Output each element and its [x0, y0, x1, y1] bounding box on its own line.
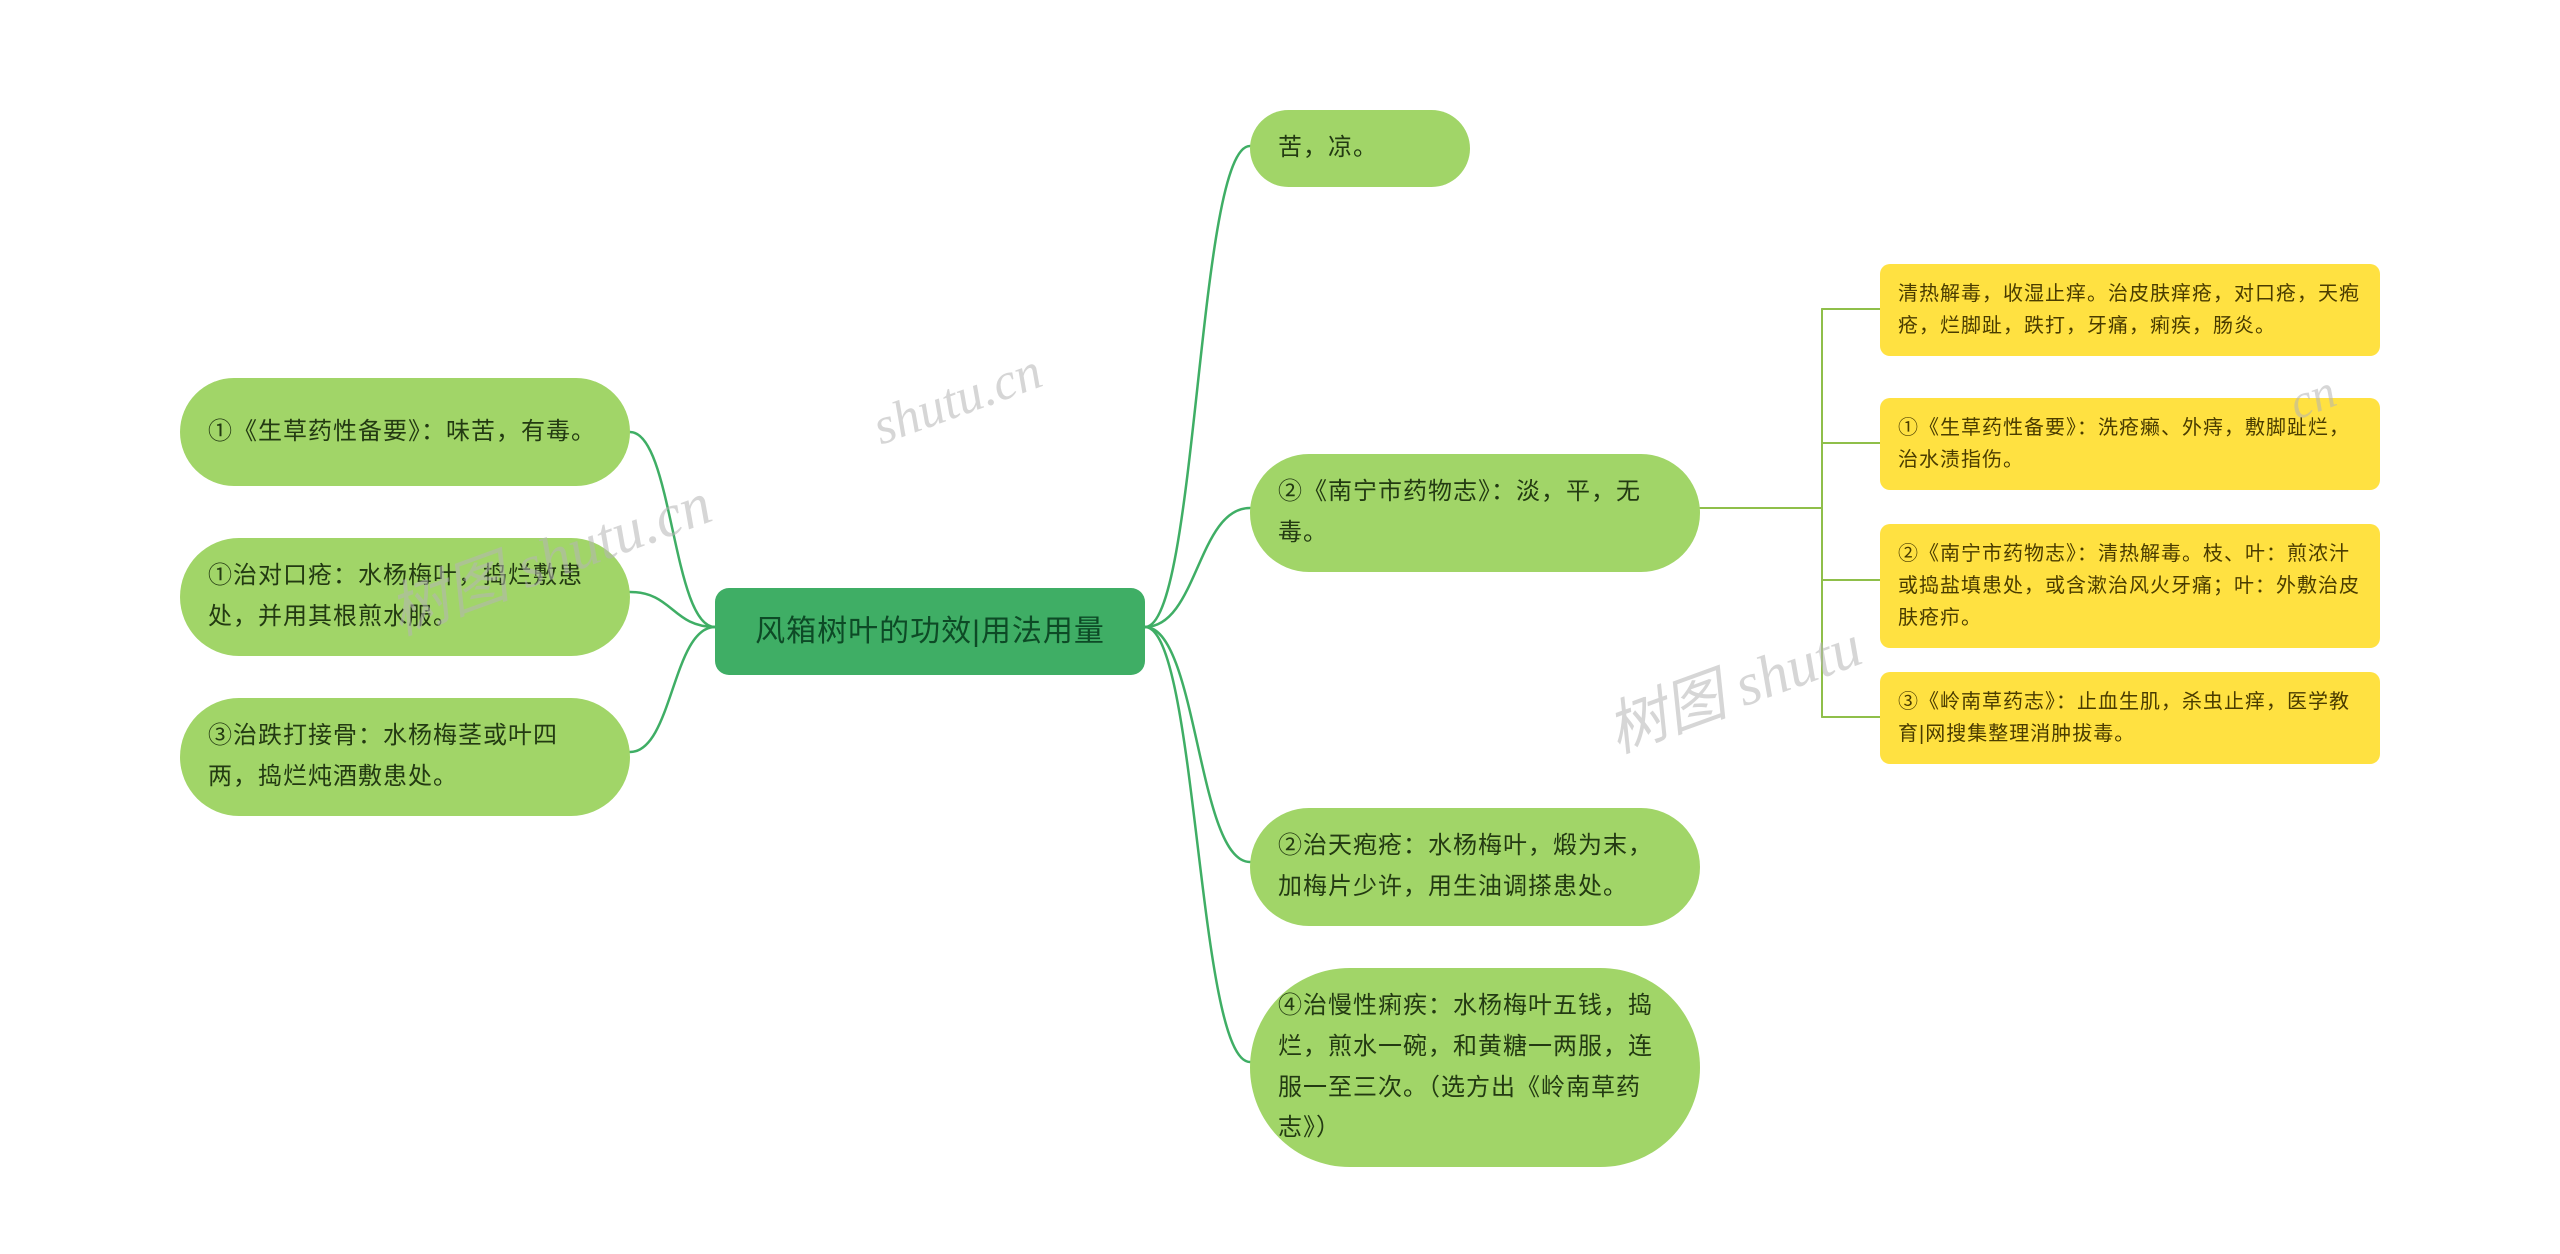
branch-node: ④治慢性痢疾：水杨梅叶五钱，捣烂，煎水一碗，和黄糖一两服，连服一至三次。（选方出… [1250, 968, 1700, 1167]
leaf-node: ①《生草药性备要》：洗疮癞、外痔，敷脚趾烂，治水渍指伤。 [1880, 398, 2380, 490]
leaf-node: ②《南宁市药物志》：清热解毒。枝、叶：煎浓汁或捣盐填患处，或含漱治风火牙痛；叶：… [1880, 524, 2380, 648]
node-label: 清热解毒，收湿止痒。治皮肤痒疮，对口疮，天疱疮，烂脚趾，跌打，牙痛，痢疾，肠炎。 [1898, 278, 2362, 342]
node-label: ④治慢性痢疾：水杨梅叶五钱，捣烂，煎水一碗，和黄糖一两服，连服一至三次。（选方出… [1278, 986, 1672, 1149]
node-label: ①治对口疮：水杨梅叶，捣烂敷患处，并用其根煎水服。 [208, 556, 602, 638]
branch-node: ②治天疱疮：水杨梅叶，煅为末，加梅片少许，用生油调搽患处。 [1250, 808, 1700, 926]
leaf-node: 清热解毒，收湿止痒。治皮肤痒疮，对口疮，天疱疮，烂脚趾，跌打，牙痛，痢疾，肠炎。 [1880, 264, 2380, 356]
node-label: ②《南宁市药物志》：淡，平，无毒。 [1278, 472, 1672, 554]
node-label: ②治天疱疮：水杨梅叶，煅为末，加梅片少许，用生油调搽患处。 [1278, 826, 1672, 908]
branch-node: ①治对口疮：水杨梅叶，捣烂敷患处，并用其根煎水服。 [180, 538, 630, 656]
branch-node: ②《南宁市药物志》：淡，平，无毒。 [1250, 454, 1700, 572]
node-label: ②《南宁市药物志》：清热解毒。枝、叶：煎浓汁或捣盐填患处，或含漱治风火牙痛；叶：… [1898, 538, 2362, 634]
node-label: ③治跌打接骨：水杨梅茎或叶四两，捣烂炖酒敷患处。 [208, 716, 602, 798]
root-node: 风箱树叶的功效|用法用量 [715, 588, 1145, 675]
branch-node: ①《生草药性备要》：味苦，有毒。 [180, 378, 630, 486]
node-label: 风箱树叶的功效|用法用量 [755, 606, 1105, 657]
node-label: ①《生草药性备要》：洗疮癞、外痔，敷脚趾烂，治水渍指伤。 [1898, 412, 2362, 476]
node-label: ①《生草药性备要》：味苦，有毒。 [208, 412, 596, 453]
branch-node: ③治跌打接骨：水杨梅茎或叶四两，捣烂炖酒敷患处。 [180, 698, 630, 816]
node-label: 苦，凉。 [1278, 128, 1378, 169]
node-label: ③《岭南草药志》：止血生肌，杀虫止痒，医学教育|网搜集整理消肿拔毒。 [1898, 686, 2362, 750]
branch-node: 苦，凉。 [1250, 110, 1470, 187]
leaf-node: ③《岭南草药志》：止血生肌，杀虫止痒，医学教育|网搜集整理消肿拔毒。 [1880, 672, 2380, 764]
